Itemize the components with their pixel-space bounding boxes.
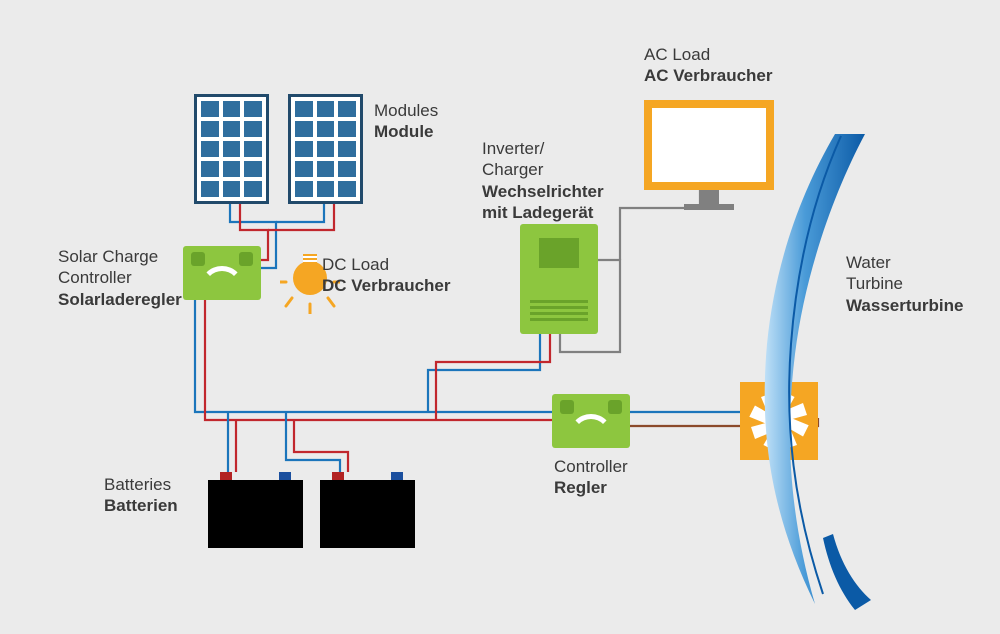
solar-module-1 xyxy=(194,94,269,204)
tv-base xyxy=(684,204,734,210)
label-controller: Controller Regler xyxy=(554,456,628,499)
label-dc-load: DC Load DC Verbraucher xyxy=(322,254,451,297)
solar-module-2 xyxy=(288,94,363,204)
label-scc: Solar Charge Controller Solarladeregler xyxy=(58,246,182,310)
inverter-charger xyxy=(520,224,598,334)
label-inverter: Inverter/ Charger Wechselrichter mit Lad… xyxy=(482,138,604,223)
label-ac-load: AC Load AC Verbraucher xyxy=(644,44,773,87)
label-modules: Modules Module xyxy=(374,100,438,143)
label-turbine: Water Turbine Wasserturbine xyxy=(846,252,963,316)
solar-charge-controller xyxy=(183,246,261,300)
water-turbine-blade xyxy=(745,134,895,619)
diagram-canvas: { "background_color": "#ebebeb", "font_f… xyxy=(0,0,1000,634)
battery-1 xyxy=(208,480,303,548)
hydro-controller xyxy=(552,394,630,448)
label-batteries: Batteries Batterien xyxy=(104,474,178,517)
battery-2 xyxy=(320,480,415,548)
tv-stand xyxy=(699,190,719,204)
